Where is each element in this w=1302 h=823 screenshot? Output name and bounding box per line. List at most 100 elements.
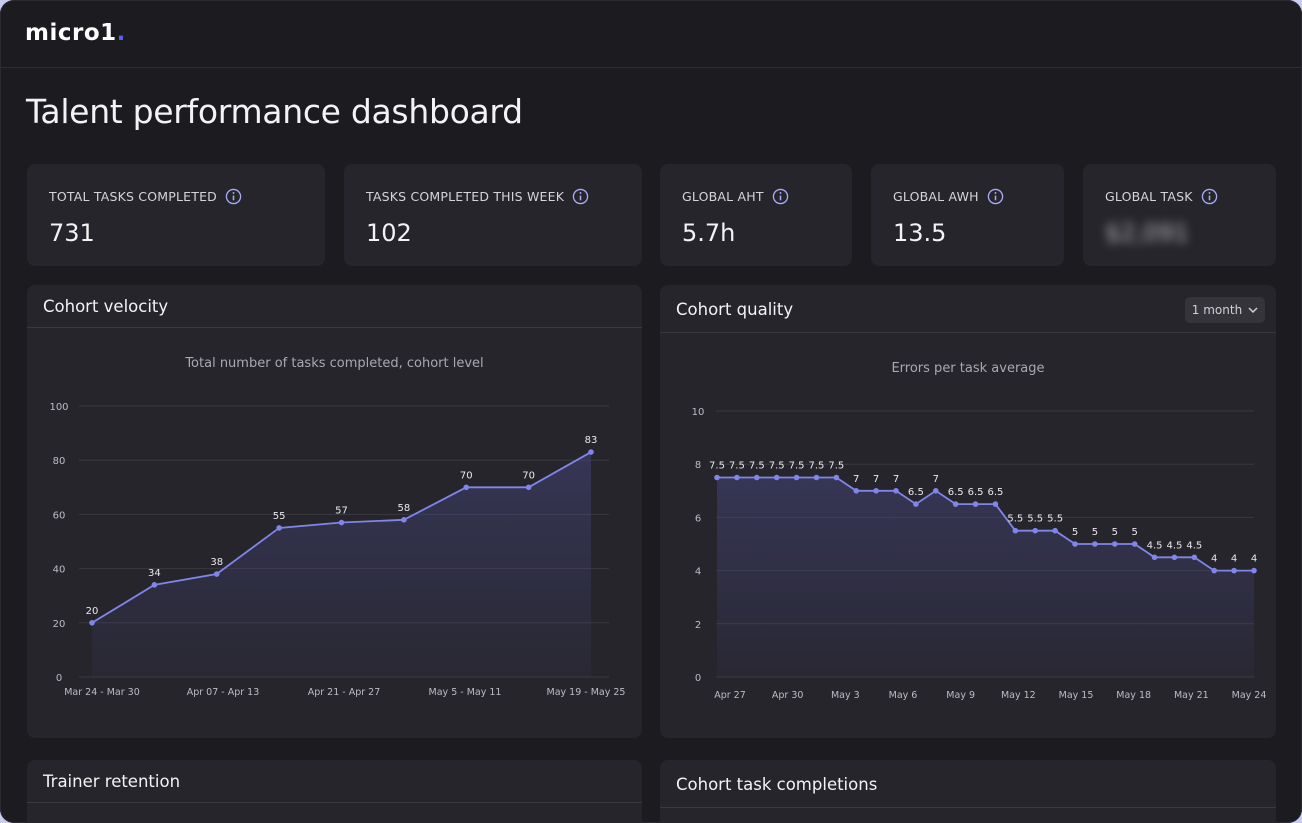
info-icon[interactable]	[225, 188, 242, 205]
cohort-quality-card: Cohort quality 1 month Errors per task a…	[660, 285, 1276, 738]
stat-label-row: TOTAL TASKS COMPLETED	[49, 188, 242, 205]
data-label: 70	[522, 470, 535, 481]
card-title: Trainer retention	[43, 772, 181, 791]
card-header: Cohort task completions	[660, 760, 1276, 808]
data-point	[1151, 554, 1158, 561]
stat-label-row: GLOBAL AWH	[893, 188, 1004, 205]
stat-card-global-aht: GLOBAL AHT 5.7h	[660, 164, 852, 266]
x-tick-label: May 18	[1116, 690, 1151, 701]
top-bar: micro1.	[0, 0, 1302, 68]
data-label: 4.5	[1147, 540, 1163, 551]
data-label: 6.5	[968, 487, 984, 498]
stat-label: GLOBAL AWH	[893, 189, 979, 204]
data-point	[1211, 567, 1218, 574]
data-label: 4	[1211, 554, 1217, 565]
data-point	[913, 501, 919, 507]
range-select[interactable]: 1 month	[1185, 297, 1265, 323]
info-icon[interactable]	[572, 188, 589, 205]
info-icon[interactable]	[1201, 188, 1218, 205]
data-label: 5	[1112, 527, 1118, 538]
card-title: Cohort task completions	[676, 775, 878, 794]
stat-card-total-tasks: TOTAL TASKS COMPLETED 731	[27, 164, 325, 266]
x-tick-label: Apr 30	[772, 690, 804, 701]
y-tick-label: 0	[56, 673, 62, 684]
data-label: 4	[1231, 554, 1237, 565]
data-label: 5.5	[1007, 514, 1023, 525]
x-tick-label: May 3	[831, 690, 860, 701]
data-label: 55	[273, 511, 286, 522]
logo-dot: .	[116, 20, 126, 46]
y-tick-label: 8	[695, 460, 701, 471]
data-label: 7.5	[789, 461, 805, 472]
data-point	[463, 484, 470, 491]
data-label: 4.5	[1166, 540, 1182, 551]
data-label: 34	[148, 568, 161, 579]
logo-text: micro1	[25, 20, 117, 46]
x-tick-label: Apr 07 - Apr 13	[187, 687, 260, 698]
stat-label: GLOBAL TASK	[1105, 189, 1193, 204]
data-label: 5	[1092, 527, 1098, 538]
data-label: 70	[460, 470, 473, 481]
data-label: 7	[893, 474, 899, 485]
info-icon[interactable]	[772, 188, 789, 205]
x-tick-label: May 19 - May 25	[547, 687, 626, 698]
y-tick-label: 20	[53, 619, 66, 630]
stat-value: 731	[49, 219, 95, 247]
cohort-task-completions-card: Cohort task completions	[660, 760, 1276, 823]
data-label: 7.5	[729, 461, 745, 472]
data-label: 4.5	[1186, 540, 1202, 551]
stat-label: TOTAL TASKS COMPLETED	[49, 189, 217, 204]
x-tick-label: May 6	[889, 690, 918, 701]
data-point	[1032, 527, 1039, 534]
data-point	[1131, 541, 1138, 547]
card-header: Cohort quality 1 month	[660, 285, 1276, 333]
data-point	[893, 488, 899, 494]
velocity-line-chart: 0 20 40 60 80 100 20 34 38 55 57 58 70 70 83 Mar 24 - M…	[49, 402, 626, 698]
data-point	[1171, 554, 1178, 561]
stat-value-blurred: $2,091	[1105, 219, 1189, 247]
data-point	[89, 620, 95, 626]
x-tick-label: May 9	[946, 690, 975, 701]
range-select-value: 1 month	[1191, 303, 1243, 317]
stat-label: TASKS COMPLETED THIS WEEK	[366, 189, 565, 204]
data-point	[773, 474, 780, 481]
x-tick-label: May 12	[1001, 690, 1036, 701]
data-point	[753, 474, 760, 481]
card-title: Cohort quality	[676, 300, 794, 319]
chart-title: Errors per task average	[891, 361, 1045, 376]
data-point	[992, 501, 999, 507]
data-point	[793, 474, 800, 481]
data-label: 7.5	[828, 461, 844, 472]
logo[interactable]: micro1.	[25, 20, 126, 46]
stat-card-global-awh: GLOBAL AWH 13.5	[871, 164, 1064, 266]
data-point	[873, 488, 879, 494]
data-label: 83	[585, 435, 598, 446]
data-label: 38	[210, 557, 223, 568]
stat-label-row: TASKS COMPLETED THIS WEEK	[366, 188, 589, 205]
data-point	[1012, 527, 1019, 534]
stat-value: 102	[366, 219, 412, 247]
x-tick-label: May 15	[1059, 690, 1094, 701]
page-title: Talent performance dashboard	[26, 92, 523, 131]
cohort-velocity-card: Cohort velocity Total number of tasks co…	[27, 285, 642, 738]
stat-label: GLOBAL AHT	[682, 189, 764, 204]
trainer-retention-card: Trainer retention	[27, 760, 642, 823]
data-label: 7	[853, 474, 859, 485]
y-tick-label: 40	[53, 565, 66, 576]
data-point	[1052, 527, 1058, 534]
data-point	[833, 474, 840, 481]
x-tick-label: May 21	[1174, 690, 1209, 701]
x-tick-label: Apr 21 - Apr 27	[308, 687, 381, 698]
stat-value: 5.7h	[682, 219, 736, 247]
data-label: 5.5	[1047, 514, 1063, 525]
data-label: 7.5	[749, 461, 765, 472]
data-point	[276, 525, 282, 531]
area-fill	[92, 452, 591, 677]
data-point	[401, 517, 407, 523]
data-label: 57	[335, 506, 348, 517]
data-point	[1231, 567, 1237, 574]
info-icon[interactable]	[987, 188, 1004, 205]
y-tick-label: 100	[49, 402, 68, 413]
data-label: 5.5	[1027, 514, 1043, 525]
